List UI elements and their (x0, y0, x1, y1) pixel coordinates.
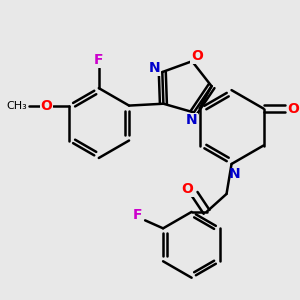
Text: O: O (287, 102, 299, 116)
Text: O: O (191, 49, 203, 63)
Text: N: N (148, 61, 160, 75)
Text: F: F (132, 208, 142, 222)
Text: N: N (186, 113, 198, 128)
Text: O: O (182, 182, 194, 196)
Text: CH₃: CH₃ (6, 100, 27, 111)
Text: F: F (94, 53, 104, 67)
Text: N: N (229, 167, 240, 181)
Text: O: O (41, 99, 52, 112)
